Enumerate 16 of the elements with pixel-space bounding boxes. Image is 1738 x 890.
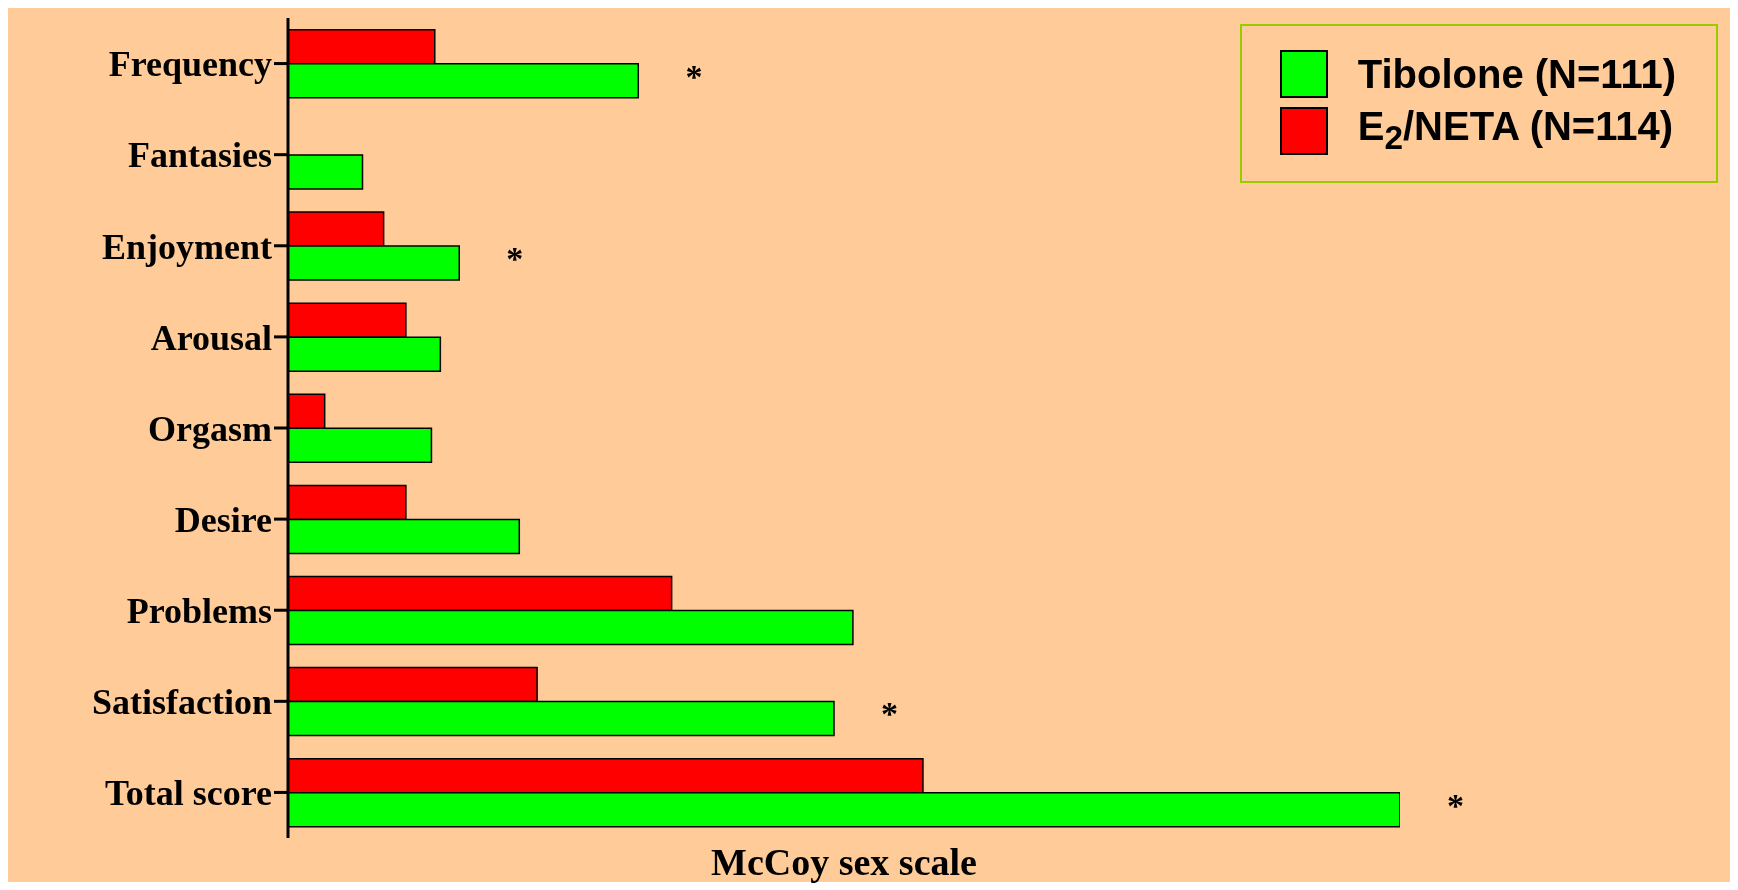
y-tick-label: Fantasies xyxy=(128,135,272,176)
y-tick-label: Satisfaction xyxy=(92,682,272,723)
annotation: * xyxy=(1447,786,1465,824)
y-tick-label: Problems xyxy=(126,591,272,631)
y-tick-label: Orgasm xyxy=(148,408,273,449)
annotation: * xyxy=(881,695,899,733)
annotation: * xyxy=(506,239,524,277)
y-tick-label: Arousal xyxy=(150,317,272,358)
y-tick-label: Total score xyxy=(105,773,273,814)
legend-label: Tibolone (N=111) xyxy=(1357,51,1676,97)
y-tick-label: Enjoyment xyxy=(102,226,273,267)
legend-label: E$_{2}$/NETA (N=114) xyxy=(1357,104,1674,157)
y-tick-label: Desire xyxy=(174,499,273,540)
annotation: * xyxy=(685,57,703,95)
x-axis-title: McCoy sex scale xyxy=(711,841,977,883)
y-tick-label: Frequency xyxy=(108,44,272,85)
